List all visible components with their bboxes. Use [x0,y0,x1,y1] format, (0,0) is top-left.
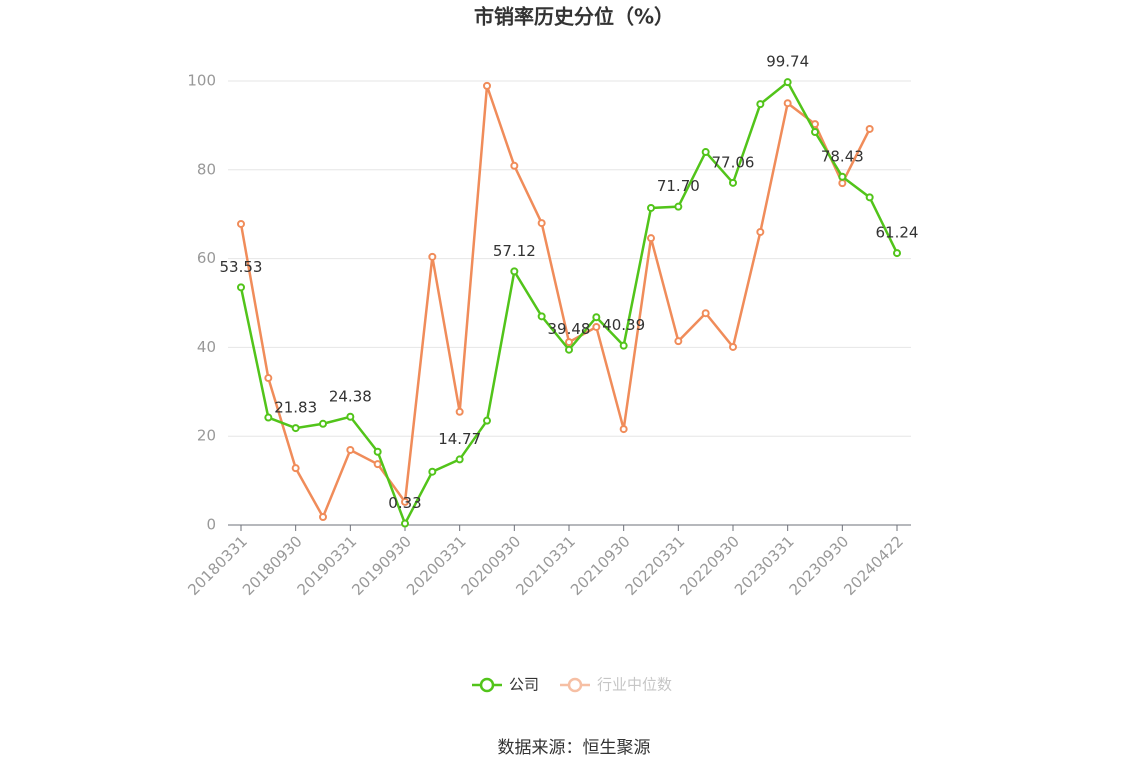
data-label: 78.43 [821,147,864,165]
point [729,178,737,187]
point [291,424,300,433]
point [783,78,792,87]
legend-item: 公司 [472,676,539,694]
point [838,172,847,181]
point [319,513,327,522]
y-tick-label: 20 [197,427,216,445]
point [565,345,573,354]
y-tick-label: 60 [197,249,216,267]
point [346,412,355,421]
point [510,161,519,170]
legend-label: 公司 [509,676,539,694]
point [264,374,273,383]
y-tick-label: 0 [206,516,216,534]
legend-marker [479,677,495,693]
data-label: 39.48 [548,320,591,338]
point [811,128,819,137]
data-label: 0.33 [388,494,421,512]
point [729,342,737,351]
legend-marker [567,677,583,693]
point [373,447,382,456]
data-label: 61.24 [876,224,919,242]
point [237,219,245,228]
y-tick-label: 100 [187,72,216,90]
point [647,203,655,212]
point [237,283,245,292]
point [428,252,437,261]
point [647,234,655,243]
point [291,464,300,473]
point [373,460,382,469]
series-line [239,85,871,520]
data-label: 71.70 [657,177,700,195]
point [756,227,765,236]
x-tick-label: 20240422 [840,532,907,599]
point [401,519,409,528]
point [455,407,464,416]
point [756,100,765,109]
data-label: 57.12 [493,242,536,260]
point [674,202,683,211]
point [893,249,901,258]
source: 数据来源：恒生聚源 [498,738,651,758]
chart-title: 市销率历史分位（%） [474,5,674,29]
point [510,267,519,276]
series-line [239,80,899,527]
data-label: 14.77 [438,430,481,448]
point [592,313,601,322]
point [319,419,327,428]
point [401,497,409,506]
y-tick-label: 40 [197,338,216,356]
legend-label: 行业中位数 [597,676,672,694]
point [865,124,874,133]
data-label: 77.06 [712,153,755,171]
point [455,455,464,464]
point [783,99,792,108]
point [865,193,874,202]
point [537,219,546,228]
data-label: 99.74 [766,53,809,71]
point [619,425,628,434]
point [701,309,710,318]
point [674,337,683,346]
data-label: 40.39 [602,316,645,334]
data-label: 24.38 [329,387,372,405]
data-label: 53.53 [220,258,263,276]
point [619,341,628,350]
y-tick-label: 80 [197,160,216,178]
point [565,338,573,347]
point [428,467,437,476]
point [264,413,273,422]
point [483,81,491,90]
point [346,445,355,454]
point [483,416,491,425]
point [537,312,546,321]
legend-item: 行业中位数 [560,676,672,694]
point [838,179,847,188]
point [592,322,601,331]
point [701,148,710,157]
data-label: 21.83 [274,399,317,417]
